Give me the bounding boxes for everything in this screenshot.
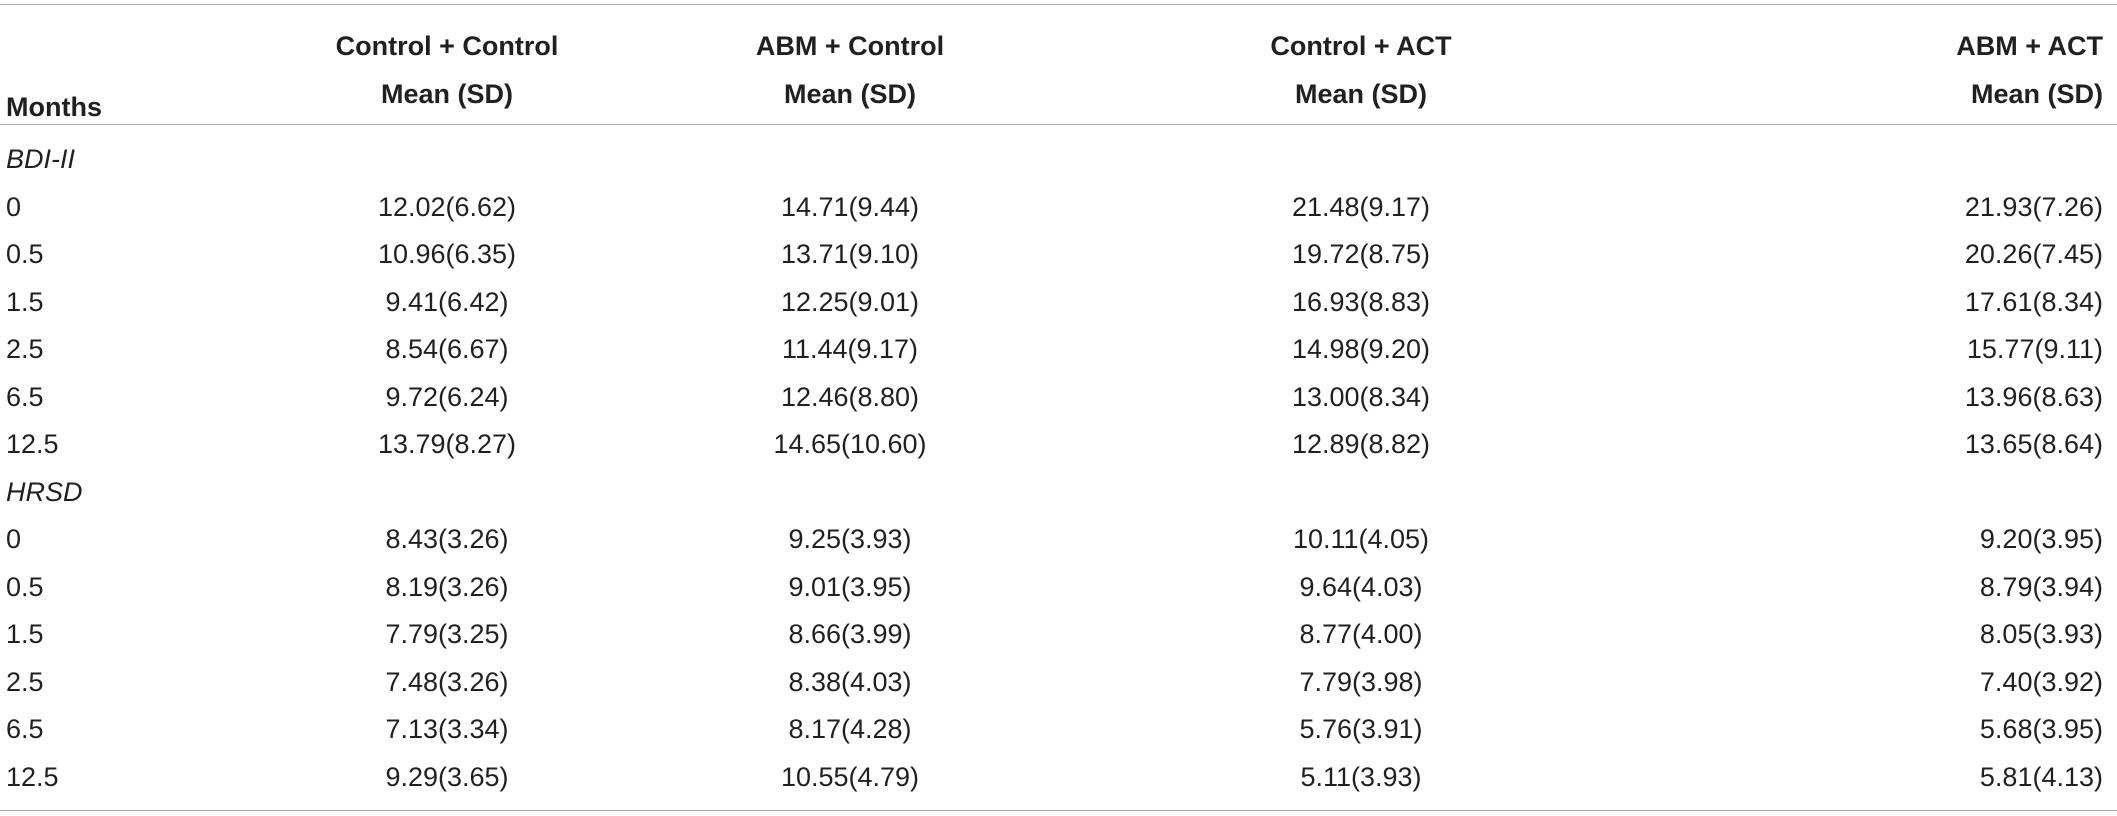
column-header-months: Months [6, 92, 102, 122]
value-cell: 9.25(3.93) [788, 524, 912, 555]
column-header-group-name: Control + Control [335, 31, 559, 61]
table-row: 6.5 9.72(6.24) 12.46(8.80) 13.00(8.34) 13.96… [0, 374, 2117, 422]
value-cell: 13.65(8.64) [1964, 429, 2103, 460]
value-cell: 21.93(7.26) [1964, 191, 2103, 222]
table-row: 0 8.43(3.26) 9.25(3.93) 10.11(4.05) 9.20(3.9… [0, 516, 2117, 564]
value-cell: 10.96(6.35) [377, 239, 517, 270]
section-label: BDI-II [6, 144, 76, 175]
value-cell: 12.02(6.62) [377, 191, 517, 222]
month-cell: 12.5 [6, 429, 59, 460]
month-cell: 0 [6, 191, 22, 222]
value-cell: 7.40(3.92) [1979, 666, 2103, 697]
value-cell: 7.79(3.98) [1299, 666, 1423, 697]
column-header-control-act: Control + ACT Mean (SD) [1106, 4, 1616, 136]
value-cell: 8.54(6.67) [385, 334, 509, 365]
table-top-rule [0, 4, 2117, 5]
value-cell: 19.72(8.75) [1291, 239, 1431, 270]
table-row: 6.5 7.13(3.34) 8.17(4.28) 5.76(3.91) 5.68(3.… [0, 706, 2117, 754]
month-cell: 6.5 [6, 714, 44, 745]
value-cell: 10.55(4.79) [780, 761, 920, 792]
value-cell: 9.29(3.65) [385, 761, 509, 792]
table-bottom-rule [0, 810, 2117, 811]
column-header-group-name: ABM + Control [755, 31, 945, 61]
column-header-statistic: Mean (SD) [783, 79, 916, 109]
table-row: 12.5 9.29(3.65) 10.55(4.79) 5.11(3.93) 5.81(… [0, 754, 2117, 802]
value-cell: 9.72(6.24) [385, 381, 509, 412]
value-cell: 11.44(9.17) [781, 334, 919, 365]
month-cell: 2.5 [6, 666, 44, 697]
header-row: Months Control + Control Mean (SD) ABM +… [0, 4, 2117, 136]
column-header-statistic: Mean (SD) [1970, 79, 2103, 109]
value-cell: 8.38(4.03) [788, 666, 912, 697]
value-cell: 9.20(3.95) [1979, 524, 2103, 555]
value-cell: 8.43(3.26) [385, 524, 509, 555]
value-cell: 21.48(9.17) [1291, 191, 1431, 222]
section-header-row: HRSD [0, 469, 2117, 517]
table-row: 1.5 9.41(6.42) 12.25(9.01) 16.93(8.83) 17.61… [0, 279, 2117, 327]
value-cell: 9.64(4.03) [1299, 571, 1423, 602]
value-cell: 8.77(4.00) [1299, 619, 1423, 650]
table-header: Months Control + Control Mean (SD) ABM +… [0, 4, 2117, 136]
value-cell: 13.00(8.34) [1291, 381, 1431, 412]
column-header-group-name: Control + ACT [1270, 31, 1452, 61]
value-cell: 7.79(3.25) [385, 619, 509, 650]
value-cell: 5.81(4.13) [1979, 761, 2103, 792]
value-cell: 8.17(4.28) [788, 714, 912, 745]
column-header-control-control: Control + Control Mean (SD) [300, 4, 594, 136]
value-cell: 12.89(8.82) [1291, 429, 1431, 460]
value-cell: 16.93(8.83) [1291, 286, 1431, 317]
value-cell: 8.66(3.99) [788, 619, 912, 650]
column-header-statistic: Mean (SD) [1294, 79, 1427, 109]
column-header-group-name: ABM + ACT [1956, 31, 2103, 61]
table-row: 2.5 8.54(6.67) 11.44(9.17) 14.98(9.20) 15.77… [0, 326, 2117, 374]
month-cell: 12.5 [6, 761, 59, 792]
value-cell: 15.77(9.11) [1966, 334, 2103, 365]
results-table: Months Control + Control Mean (SD) ABM +… [0, 4, 2117, 801]
section-header-row: BDI-II [0, 136, 2117, 184]
table-row: 2.5 7.48(3.26) 8.38(4.03) 7.79(3.98) 7.40(3.… [0, 659, 2117, 707]
value-cell: 13.96(8.63) [1964, 381, 2103, 412]
value-cell: 7.48(3.26) [385, 666, 509, 697]
value-cell: 13.79(8.27) [377, 429, 517, 460]
table-row: 0.5 8.19(3.26) 9.01(3.95) 9.64(4.03) 8.79(3.… [0, 564, 2117, 612]
value-cell: 8.05(3.93) [1979, 619, 2103, 650]
value-cell: 14.65(10.60) [773, 429, 927, 460]
value-cell: 5.76(3.91) [1299, 714, 1423, 745]
value-cell: 14.71(9.44) [780, 191, 920, 222]
value-cell: 7.13(3.34) [385, 714, 509, 745]
value-cell: 5.68(3.95) [1979, 714, 2103, 745]
column-header-abm-act: ABM + ACT Mean (SD) [1616, 4, 2117, 136]
table-body: BDI-II 0 12.02(6.62) 14.71(9.44) 21.48(9.17)… [0, 136, 2117, 801]
column-header-abm-control: ABM + Control Mean (SD) [594, 4, 1106, 136]
table-row: 0.5 10.96(6.35) 13.71(9.10) 19.72(8.75) 20.2… [0, 231, 2117, 279]
month-cell: 1.5 [6, 286, 44, 317]
value-cell: 8.79(3.94) [1979, 571, 2103, 602]
value-cell: 14.98(9.20) [1291, 334, 1431, 365]
month-cell: 6.5 [6, 381, 44, 412]
table-row: 1.5 7.79(3.25) 8.66(3.99) 8.77(4.00) 8.05(3.… [0, 611, 2117, 659]
value-cell: 10.11(4.05) [1292, 524, 1430, 555]
month-cell: 0.5 [6, 239, 44, 270]
table-row: 12.5 13.79(8.27) 14.65(10.60) 12.89(8.82) 13… [0, 421, 2117, 469]
section-label: HRSD [6, 476, 83, 507]
value-cell: 8.19(3.26) [385, 571, 509, 602]
value-cell: 9.01(3.95) [788, 571, 912, 602]
value-cell: 20.26(7.45) [1964, 239, 2103, 270]
month-cell: 0.5 [6, 571, 44, 602]
month-cell: 0 [6, 524, 22, 555]
value-cell: 13.71(9.10) [780, 239, 920, 270]
table-row: 0 12.02(6.62) 14.71(9.44) 21.48(9.17) 21.93(… [0, 184, 2117, 232]
month-cell: 1.5 [6, 619, 44, 650]
month-cell: 2.5 [6, 334, 44, 365]
table-header-rule [0, 124, 2117, 125]
column-header-statistic: Mean (SD) [380, 79, 513, 109]
value-cell: 17.61(8.34) [1964, 286, 2103, 317]
value-cell: 12.46(8.80) [780, 381, 920, 412]
value-cell: 9.41(6.42) [385, 286, 509, 317]
value-cell: 5.11(3.93) [1300, 761, 1422, 792]
value-cell: 12.25(9.01) [780, 286, 920, 317]
